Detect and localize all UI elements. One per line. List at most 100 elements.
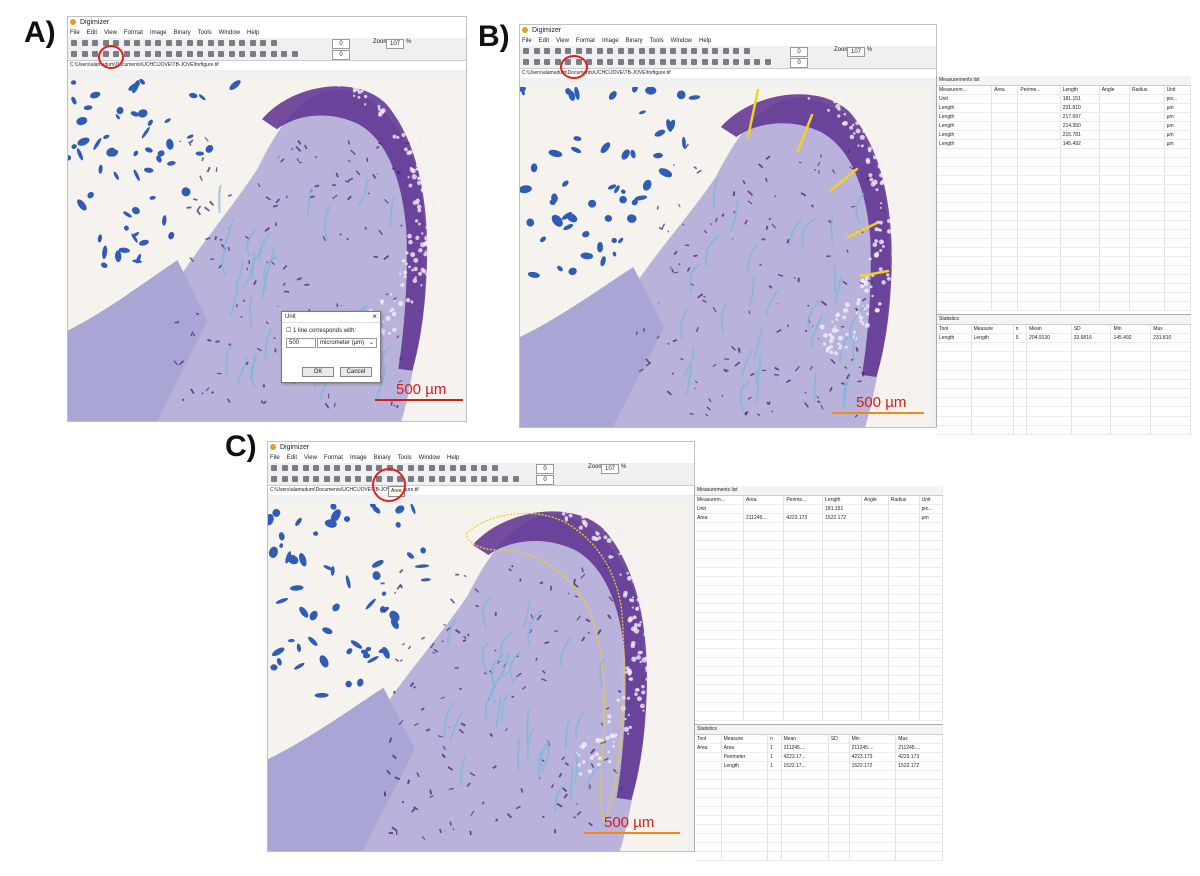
- tool-button-icon[interactable]: [92, 51, 98, 57]
- tool-button-icon[interactable]: [628, 48, 634, 54]
- table-row[interactable]: Length 231.810 µm: [937, 103, 1192, 113]
- menu-item-window[interactable]: Window: [218, 30, 240, 36]
- tool-button-icon[interactable]: [365, 476, 372, 482]
- unit-value-input[interactable]: 500: [286, 338, 316, 348]
- tool-button-icon[interactable]: [344, 476, 351, 482]
- zoom-input[interactable]: 107: [847, 47, 865, 57]
- menu-item-image[interactable]: Image: [149, 30, 167, 36]
- column-header[interactable]: SD: [1071, 325, 1112, 335]
- zoom-input[interactable]: 107: [386, 39, 404, 49]
- image-canvas[interactable]: 500 µm: [268, 504, 688, 851]
- tool-button-icon[interactable]: [292, 476, 298, 482]
- tool-button-icon[interactable]: [586, 48, 592, 54]
- column-header[interactable]: Radius: [1129, 86, 1165, 95]
- table-row[interactable]: Length 145.492 µm: [937, 139, 1192, 149]
- menu-item-format[interactable]: Format: [323, 455, 343, 461]
- tool-button-icon[interactable]: [281, 465, 288, 471]
- tool-button-icon[interactable]: [743, 48, 750, 54]
- tool-button-icon[interactable]: [407, 465, 414, 471]
- column-header[interactable]: Unit: [1164, 86, 1192, 95]
- menu-item-help[interactable]: Help: [447, 455, 460, 461]
- tool-button-icon[interactable]: [365, 465, 372, 471]
- zoom-input[interactable]: 107: [601, 464, 619, 474]
- measurements-table[interactable]: Measurem... Area Perime... Length Angle Radiu…: [695, 496, 944, 721]
- tool-button-icon[interactable]: [186, 40, 193, 46]
- tool-button-icon[interactable]: [313, 465, 319, 471]
- menu-item-image[interactable]: Image: [349, 455, 367, 461]
- tool-button-icon[interactable]: [460, 465, 466, 471]
- tool-button-icon[interactable]: [228, 40, 235, 46]
- table-row[interactable]: Length 217.697 µm: [937, 112, 1192, 122]
- tool-button-icon[interactable]: [323, 465, 330, 471]
- column-header[interactable]: Area: [991, 86, 1019, 95]
- contrast-field[interactable]: 0: [790, 58, 808, 68]
- table-row[interactable]: Perimeter 1 4223.17... 4223.173 4223.173: [695, 752, 943, 762]
- table-row[interactable]: Length 214.350 µm: [937, 121, 1192, 131]
- line-checkbox-label[interactable]: ☐ 1 line corresponds with:: [286, 328, 357, 334]
- tool-button-icon[interactable]: [334, 476, 340, 482]
- table-row[interactable]: Unit 181.151 pix...: [937, 94, 1192, 104]
- tool-button-icon[interactable]: [218, 51, 224, 57]
- tool-button-icon[interactable]: [186, 51, 193, 57]
- menubar[interactable]: File Edit View Format Image Binary Tools Window…: [268, 453, 694, 463]
- tool-button-icon[interactable]: [565, 48, 571, 54]
- ok-button[interactable]: OK: [302, 367, 334, 377]
- tool-button-icon[interactable]: [313, 476, 319, 482]
- tool-button-icon[interactable]: [638, 59, 645, 65]
- tool-button-icon[interactable]: [218, 40, 224, 46]
- table-row[interactable]: Length 1 1522.17... 1522.172 1522.172: [695, 761, 943, 771]
- tool-button-icon[interactable]: [586, 59, 592, 65]
- menu-item-tools[interactable]: Tools: [649, 38, 664, 44]
- measurements-table[interactable]: Measurem... Area Perime... Length Angle Radiu…: [937, 86, 1192, 311]
- column-header[interactable]: Measurem...: [695, 496, 744, 505]
- tool-button-icon[interactable]: [207, 40, 214, 46]
- tool-button-icon[interactable]: [344, 465, 351, 471]
- tool-button-icon[interactable]: [491, 476, 498, 482]
- tool-button-icon[interactable]: [270, 40, 277, 46]
- column-header[interactable]: Area: [743, 496, 785, 505]
- tool-button-icon[interactable]: [260, 40, 266, 46]
- table-row[interactable]: Length 215.781 µm: [937, 130, 1192, 140]
- menu-item-image[interactable]: Image: [601, 38, 619, 44]
- tool-button-icon[interactable]: [155, 40, 161, 46]
- menubar[interactable]: File Edit View Format Image Binary Tools Window…: [68, 28, 466, 38]
- tool-button-icon[interactable]: [523, 48, 529, 54]
- column-header[interactable]: SD: [828, 735, 850, 744]
- tool-button-icon[interactable]: [134, 51, 140, 57]
- menu-item-binary[interactable]: Binary: [373, 455, 391, 461]
- tool-button-icon[interactable]: [397, 465, 403, 471]
- column-header[interactable]: n: [767, 735, 782, 744]
- menu-item-tools[interactable]: Tools: [197, 30, 212, 36]
- menu-item-file[interactable]: File: [270, 455, 280, 461]
- tool-button-icon[interactable]: [155, 51, 161, 57]
- tool-button-icon[interactable]: [743, 59, 750, 65]
- tool-button-icon[interactable]: [575, 48, 582, 54]
- column-header[interactable]: Min: [849, 735, 897, 744]
- tool-button-icon[interactable]: [628, 59, 634, 65]
- column-header[interactable]: Angle: [861, 496, 889, 505]
- tool-button-icon[interactable]: [292, 465, 298, 471]
- tool-button-icon[interactable]: [617, 59, 624, 65]
- tool-button-icon[interactable]: [428, 476, 435, 482]
- column-header[interactable]: Tool: [937, 325, 972, 335]
- tool-button-icon[interactable]: [239, 51, 245, 57]
- tool-button-icon[interactable]: [733, 59, 739, 65]
- tool-button-icon[interactable]: [491, 465, 498, 471]
- table-row[interactable]: Area 211245.... 4223.173 1522.172 µm: [695, 513, 944, 523]
- tool-button-icon[interactable]: [554, 48, 561, 54]
- tool-button-icon[interactable]: [355, 476, 361, 482]
- contrast-field[interactable]: 0: [332, 50, 350, 60]
- tool-button-icon[interactable]: [449, 476, 456, 482]
- cancel-button[interactable]: Cancel: [340, 367, 372, 377]
- tool-button-icon[interactable]: [134, 40, 140, 46]
- toolbar-tools[interactable]: 0: [268, 474, 694, 485]
- column-header[interactable]: Perime...: [783, 496, 824, 505]
- tool-button-icon[interactable]: [701, 59, 708, 65]
- menu-item-edit[interactable]: Edit: [86, 30, 98, 36]
- tool-button-icon[interactable]: [270, 51, 277, 57]
- tool-button-icon[interactable]: [680, 59, 687, 65]
- column-header[interactable]: Measurem...: [937, 86, 993, 95]
- tool-button-icon[interactable]: [712, 48, 718, 54]
- brightness-field[interactable]: 0: [790, 47, 808, 57]
- tool-button-icon[interactable]: [71, 51, 77, 57]
